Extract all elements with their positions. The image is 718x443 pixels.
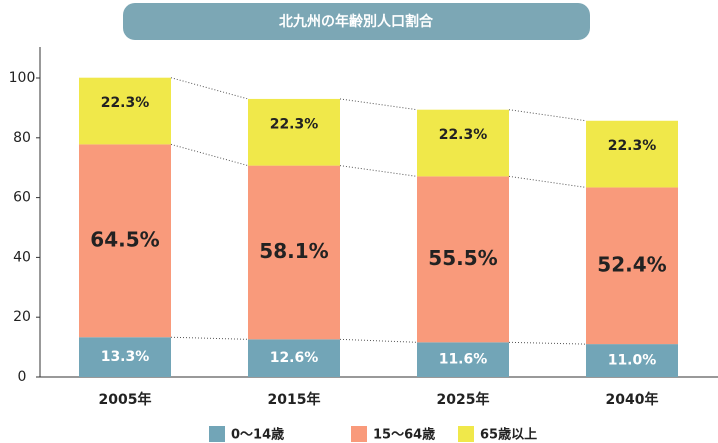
- y-tick-label: 60: [13, 190, 31, 206]
- y-tick-label: 100: [9, 70, 36, 86]
- x-tick-label: 2025年: [437, 391, 490, 408]
- bar-segment: [79, 144, 171, 338]
- bar-segment: [79, 337, 171, 377]
- bar-segment: [417, 176, 509, 343]
- x-tick-label: 2015年: [268, 391, 321, 408]
- y-tick-label: 0: [18, 369, 27, 385]
- value-label: 11.6%: [439, 352, 488, 368]
- x-tick-label: 2005年: [99, 391, 152, 408]
- connector: [339, 98, 418, 111]
- legend-swatch: [458, 426, 474, 442]
- value-label: 52.4%: [597, 252, 666, 276]
- bar-segment: [417, 109, 509, 177]
- legend-label: 15～64歳: [373, 427, 435, 443]
- connector: [508, 109, 587, 122]
- value-label: 22.3%: [101, 95, 150, 111]
- value-label: 22.3%: [608, 138, 657, 154]
- value-label: 64.5%: [90, 227, 159, 251]
- bar-segment: [248, 339, 340, 377]
- title-pill: [123, 3, 590, 40]
- bar-segment: [586, 187, 678, 345]
- bar-segment: [248, 98, 340, 166]
- x-tick-label: 2040年: [606, 391, 659, 408]
- bar-segment: [417, 342, 509, 377]
- bar-segment: [586, 120, 678, 188]
- connector: [508, 175, 587, 188]
- connector: [508, 341, 587, 345]
- connector: [170, 77, 249, 100]
- value-label: 11.0%: [608, 353, 657, 369]
- legend-label: 65歳以上: [480, 427, 537, 443]
- value-label: 55.5%: [428, 246, 497, 270]
- value-label: 58.1%: [259, 239, 328, 263]
- value-label: 22.3%: [270, 116, 319, 132]
- connector: [339, 338, 418, 343]
- value-label: 12.6%: [270, 350, 319, 366]
- value-label: 13.3%: [101, 349, 150, 365]
- y-tick-label: 80: [13, 130, 31, 146]
- bar-segment: [586, 344, 678, 377]
- bar-segment: [248, 165, 340, 340]
- y-tick-label: 40: [13, 249, 31, 265]
- connector: [339, 165, 418, 177]
- value-label: 22.3%: [439, 127, 488, 143]
- connector: [170, 143, 249, 167]
- legend-swatch: [209, 426, 225, 442]
- legend-label: 0～14歳: [231, 427, 284, 443]
- chart-title: 北九州の年齢別人口割合: [279, 13, 434, 30]
- bar-segment: [79, 77, 171, 145]
- legend-swatch: [351, 426, 367, 442]
- y-tick-label: 20: [13, 309, 31, 325]
- connector: [170, 336, 249, 340]
